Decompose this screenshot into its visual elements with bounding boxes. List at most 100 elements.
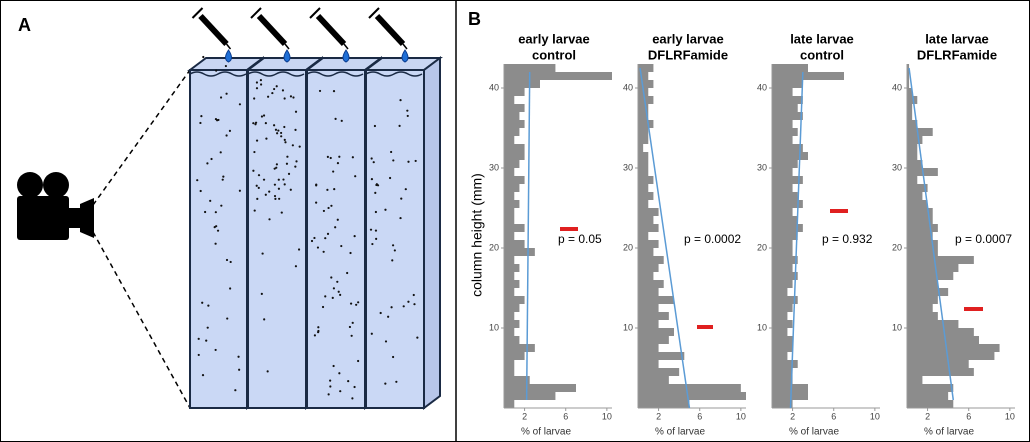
bar: [907, 224, 938, 232]
droplet: [401, 49, 409, 63]
larva: [340, 119, 343, 122]
x-axis-label: % of larvae: [924, 427, 974, 438]
y-tick-label: 30: [757, 162, 767, 172]
larva: [388, 176, 392, 180]
bar: [907, 240, 938, 248]
larva: [326, 232, 330, 235]
larva: [387, 315, 390, 318]
larva: [357, 359, 360, 363]
bar: [504, 392, 556, 400]
bar: [907, 280, 938, 288]
larva: [349, 302, 353, 305]
bar: [504, 376, 530, 384]
larva: [199, 121, 202, 125]
bar: [907, 128, 933, 136]
column: [306, 69, 366, 409]
syringe: [256, 13, 288, 47]
larva: [273, 194, 277, 198]
larva: [268, 190, 271, 193]
bar: [638, 120, 654, 128]
bar: [504, 104, 525, 112]
larva: [407, 300, 410, 303]
bar: [772, 304, 793, 312]
syringe-needle: [284, 43, 290, 50]
bar: [772, 336, 793, 344]
larva: [266, 370, 269, 373]
bar: [907, 256, 974, 264]
bar: [504, 128, 520, 136]
larva: [259, 79, 262, 82]
larva: [390, 150, 393, 154]
bar: [907, 72, 910, 80]
larva: [350, 334, 353, 337]
x-tick-label: 10: [602, 411, 612, 421]
droplet: [225, 49, 232, 63]
bar: [907, 144, 918, 152]
larva: [353, 235, 356, 238]
larva: [333, 188, 336, 191]
larva: [253, 150, 256, 154]
chart-title: early larvae: [518, 31, 590, 46]
larva: [310, 239, 314, 243]
larva: [202, 55, 205, 59]
bar: [772, 400, 793, 408]
bar: [772, 144, 803, 152]
bar: [504, 296, 525, 304]
bar: [504, 160, 520, 168]
larva: [384, 340, 388, 343]
panel-label: A: [18, 15, 31, 35]
bar: [907, 232, 933, 240]
x-tick-label: 2: [925, 411, 930, 421]
larva: [224, 64, 227, 68]
bar: [772, 248, 793, 256]
larva: [404, 188, 407, 191]
larva: [332, 90, 336, 93]
bar: [638, 336, 669, 344]
bar: [504, 72, 612, 80]
larva: [277, 178, 280, 181]
larva: [374, 191, 377, 194]
water-surface: [365, 71, 423, 77]
larva: [332, 364, 335, 368]
chart-title: late larvae: [790, 31, 854, 46]
larva: [402, 305, 405, 308]
bar: [504, 200, 520, 208]
bar: [504, 312, 515, 320]
larva: [351, 321, 354, 324]
x-tick-label: 6: [966, 411, 971, 421]
larva: [322, 209, 326, 213]
bar: [772, 160, 798, 168]
bar: [772, 216, 798, 224]
bar: [504, 120, 525, 128]
larva: [216, 119, 219, 122]
bar: [772, 72, 844, 80]
larva: [214, 211, 217, 214]
larva: [265, 137, 268, 140]
larva: [283, 97, 286, 100]
bar: [504, 168, 515, 176]
larva: [277, 129, 280, 132]
bar: [772, 104, 798, 112]
larva: [201, 301, 204, 304]
bar: [907, 384, 954, 392]
syringe-needle: [225, 43, 232, 50]
bar: [907, 216, 933, 224]
bar: [772, 232, 798, 240]
x-tick-label: 6: [697, 411, 702, 421]
bar: [638, 248, 654, 256]
bar: [772, 272, 798, 280]
larva: [337, 290, 340, 293]
bar: [504, 176, 525, 184]
y-tick-label: 10: [623, 322, 633, 332]
bar: [504, 272, 515, 280]
bar: [638, 376, 669, 384]
bar: [504, 136, 515, 144]
bar: [907, 312, 938, 320]
bar: [907, 352, 995, 360]
larva: [332, 287, 335, 290]
bar: [638, 288, 659, 296]
chart-title: late larvae: [925, 31, 989, 46]
larva: [287, 172, 291, 175]
bar: [504, 184, 520, 192]
